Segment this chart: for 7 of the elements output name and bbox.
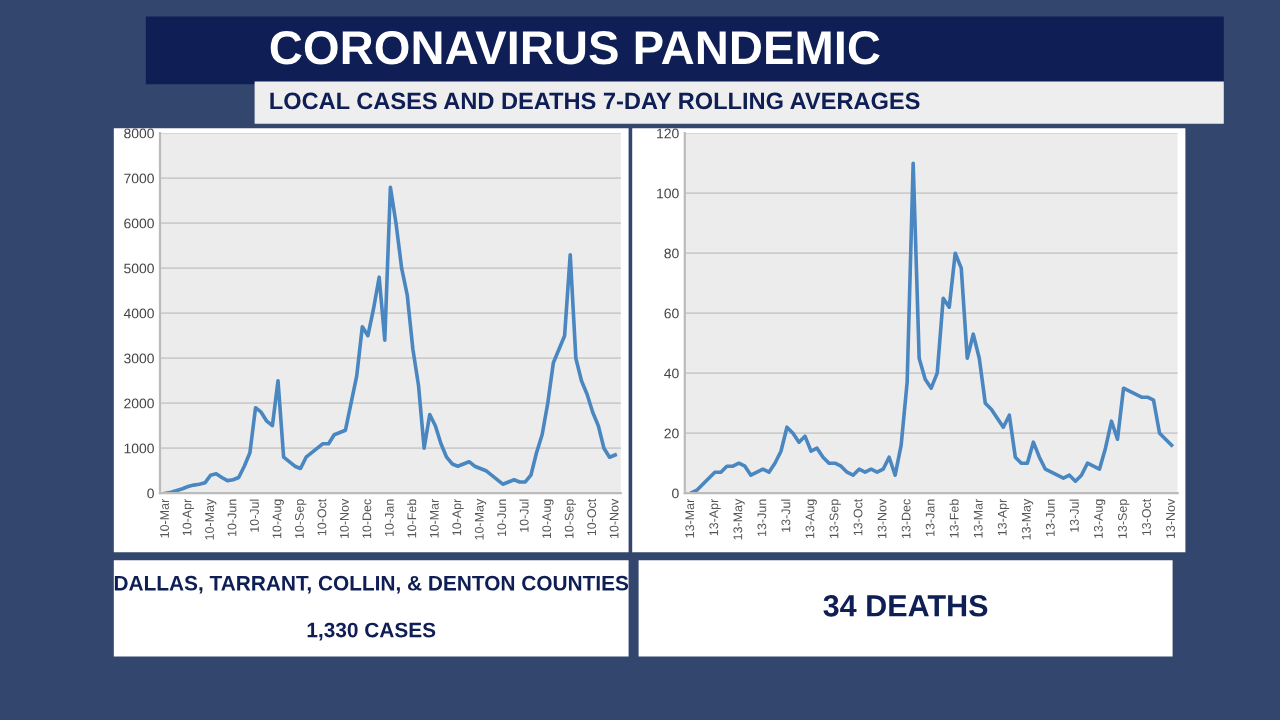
text: 1,330 CASES [307,622,436,641]
chart-subtitle: LOCAL CASES AND DEATHS 7-DAY ROLLING AVERAGES [270,92,920,110]
line-series [689,161,1174,494]
line-series [163,185,617,494]
chart-title: CORONAVIRUS PANDEMIC [270,31,880,65]
text: DALLAS, TARRANT, COLLIN, & DENTON COUNTIES [114,575,629,594]
text: 34 DEATHS [823,594,988,617]
